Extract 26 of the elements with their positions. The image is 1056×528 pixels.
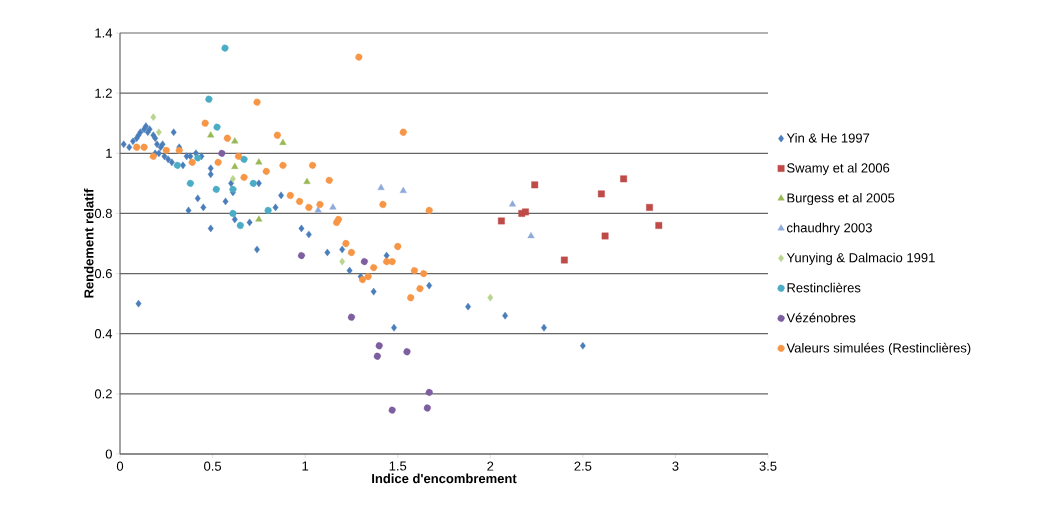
y-tick-label: 1 [106, 148, 112, 158]
x-tick-label: 3.5 [759, 461, 777, 471]
y-axis-title: Rendement relatif [83, 188, 94, 298]
x-tick-label: 1.5 [389, 461, 407, 471]
y-tick-label: 1.4 [95, 28, 113, 38]
legend-label: Vézénobres [786, 312, 856, 323]
legend-label: Yin & He 1997 [786, 133, 870, 143]
x-tick-label: 3 [672, 461, 679, 471]
legend-label: Restinclières [787, 282, 861, 293]
y-tick-label: 1.2 [95, 88, 112, 98]
x-tick-label: 2.5 [574, 461, 592, 471]
y-tick-label: 0.8 [94, 208, 112, 219]
legend-label: Valeurs simulées (Restinclières) [786, 342, 971, 356]
x-tick-label: 0 [116, 461, 124, 471]
x-tick-label: 0.5 [204, 461, 222, 471]
x-tick-label: 2 [487, 461, 494, 471]
x-tick-label: 1 [302, 461, 309, 471]
y-tick-label: 0.6 [94, 268, 112, 279]
legend-label: Burgess et al 2005 [787, 192, 895, 206]
y-tick-label: 0.2 [94, 389, 112, 399]
y-tick-label: 0.4 [94, 329, 113, 339]
y-tick-label: 0 [105, 449, 112, 459]
legend-label: Swamy et al 2006 [787, 163, 890, 176]
legend-label: Yunying & Dalmacio 1991 [786, 252, 935, 265]
x-axis-title: Indice d'encombrement [372, 473, 517, 484]
legend-label: chaudhry 2003 [787, 222, 872, 235]
